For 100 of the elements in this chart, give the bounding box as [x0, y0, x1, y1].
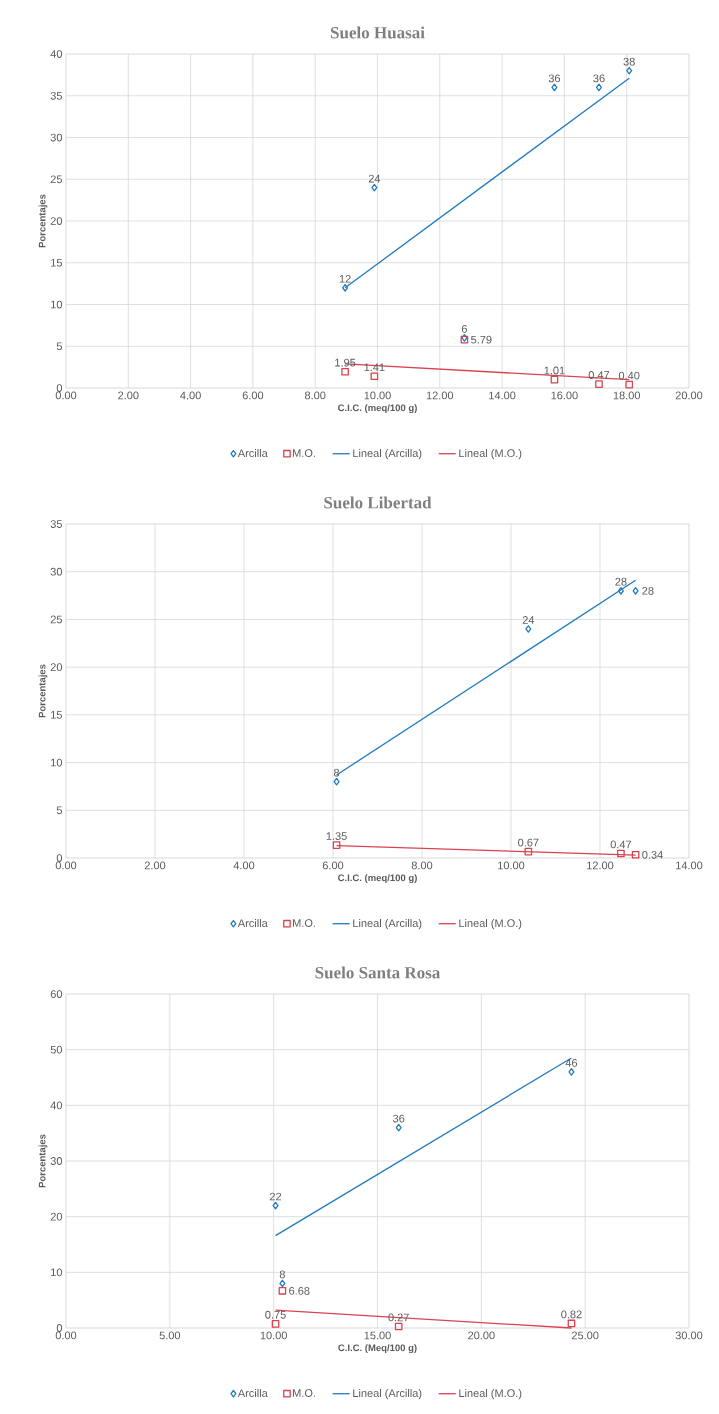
y-axis-title: Porcentajes [38, 664, 48, 718]
point [394, 1322, 403, 1331]
y-tick-label: 20 [50, 1212, 63, 1221]
y-tick-label: 20 [50, 663, 63, 672]
y-tick-label: 0 [56, 1324, 63, 1332]
data-label: 38 [623, 57, 635, 66]
data-label: 0.40 [618, 371, 640, 380]
x-tick-label: 6.00 [242, 391, 264, 400]
point [525, 625, 532, 633]
point [632, 586, 639, 595]
data-label: 0.82 [561, 1310, 582, 1319]
y-tick-label: 10 [51, 300, 63, 309]
data-label: 36 [593, 74, 605, 83]
y-tick-label: 20 [50, 217, 63, 225]
x-tick-label: 15.00 [364, 1331, 391, 1340]
point [333, 777, 340, 786]
x-tick-label: 5.00 [159, 1331, 181, 1340]
data-label: 5.79 [471, 335, 492, 344]
y-tick-label: 15 [51, 258, 62, 267]
point [332, 841, 341, 849]
data-label: 6.68 [289, 1286, 310, 1295]
x-tick-label: 8.00 [304, 391, 326, 400]
data-label: 6 [461, 324, 467, 333]
data-label: 0.75 [265, 1310, 286, 1319]
y-tick-label: 40 [50, 1101, 63, 1110]
y-tick-label: 0 [56, 384, 63, 392]
data-label: 36 [548, 74, 561, 83]
legend-label: Arcilla [237, 918, 268, 928]
legend-label: Arcilla [237, 1388, 268, 1398]
data-label: 0.67 [518, 838, 539, 847]
point [370, 372, 379, 381]
point [524, 847, 533, 856]
point [626, 66, 633, 75]
y-axis-title: Porcentajes [38, 1134, 48, 1188]
point [595, 83, 603, 92]
data-label: 36 [392, 1114, 405, 1123]
point [271, 1319, 280, 1328]
data-label: 12 [339, 274, 351, 283]
x-tick-label: 16.00 [551, 391, 578, 400]
legend-label: M.O. [293, 449, 315, 457]
y-tick-label: 25 [50, 175, 62, 184]
x-tick-label: 4.00 [180, 391, 201, 400]
x-axis-title: C.I.C. (meq/100 g) [338, 404, 417, 414]
data-label: 24 [522, 616, 535, 624]
data-label: 28 [615, 577, 627, 586]
point [568, 1068, 575, 1076]
x-tick-label: 0.00 [55, 1331, 77, 1340]
data-label: 46 [565, 1058, 578, 1067]
x-axis-title: C.I.C. (Meq/100 g) [338, 1344, 417, 1354]
legend-label: M.O. [293, 919, 315, 927]
legend-label: Arcilla [237, 448, 268, 458]
x-tick-label: 14.00 [489, 391, 516, 400]
x-tick-label: 14.00 [676, 861, 703, 870]
y-tick-label: 35 [50, 520, 62, 528]
point [595, 380, 603, 388]
x-tick-label: 8.00 [411, 861, 433, 870]
x-tick-label: 10.00 [364, 391, 391, 400]
x-tick-label: 6.00 [322, 861, 344, 870]
data-label: 0.34 [642, 850, 663, 859]
point [550, 375, 559, 384]
y-tick-label: 0 [56, 854, 63, 862]
x-tick-label: 12.00 [587, 861, 614, 870]
x-tick-label: 4.00 [233, 861, 255, 870]
x-tick-label: 20.00 [675, 391, 703, 400]
y-tick-label: 5 [56, 806, 62, 815]
data-label: 1.01 [544, 366, 565, 375]
point [279, 1279, 286, 1288]
point [625, 380, 634, 389]
point [341, 367, 349, 376]
legend-label: Lineal (Arcilla) [353, 918, 422, 930]
y-tick-label: 35 [50, 91, 62, 100]
y-axis-title: Porcentajes [38, 194, 48, 248]
y-tick-label: 30 [50, 1157, 63, 1165]
x-tick-label: 30.00 [675, 1331, 703, 1340]
y-tick-label: 30 [50, 133, 63, 142]
data-label: 0.47 [610, 840, 632, 849]
y-tick-label: 5 [56, 342, 62, 351]
data-label: 22 [269, 1192, 282, 1201]
y-tick-label: 40 [50, 50, 63, 58]
chart-title: Suelo Libertad [324, 496, 432, 509]
y-tick-label: 60 [50, 990, 63, 998]
y-tick-label: 10 [51, 758, 63, 767]
x-tick-label: 0.00 [55, 391, 77, 400]
y-tick-label: 15 [51, 711, 62, 719]
point [395, 1123, 402, 1132]
legend-label: M.O. [293, 1389, 315, 1397]
legend-label: Lineal (M.O.) [459, 1388, 522, 1400]
x-tick-label: 20.00 [468, 1331, 495, 1340]
y-tick-label: 25 [50, 615, 62, 624]
point [278, 1286, 287, 1295]
x-tick-label: 12.00 [426, 391, 454, 400]
x-tick-label: 2.00 [144, 861, 166, 870]
data-label: 1.35 [326, 832, 347, 840]
point [567, 1319, 576, 1328]
data-label: 24 [368, 174, 381, 183]
point [551, 83, 558, 92]
data-label: 28 [642, 586, 654, 595]
x-tick-label: 18.00 [613, 391, 641, 400]
legend-label: Lineal (Arcilla) [353, 1388, 422, 1400]
x-tick-label: 25.00 [571, 1331, 599, 1340]
